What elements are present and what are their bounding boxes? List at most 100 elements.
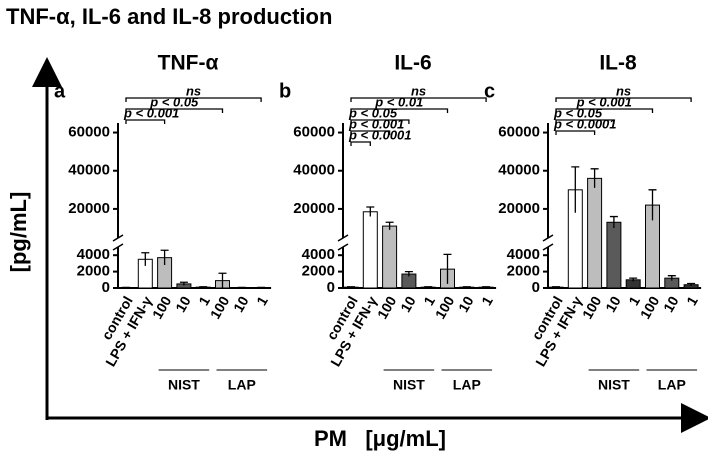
x-tick-label: 100	[207, 293, 233, 321]
significance-label: p < 0.001	[348, 116, 404, 131]
error-bar	[443, 253, 452, 284]
y-tick-label: 4000	[77, 246, 110, 263]
x-tick-label: 100	[374, 293, 400, 321]
panel-title: TNF-α	[158, 52, 219, 75]
y-tick-label: 4000	[302, 246, 335, 263]
significance-label: p < 0.001	[123, 105, 179, 120]
x-tick-label: 100	[432, 293, 458, 321]
error-bar	[199, 286, 208, 288]
y-tick-label: 60000	[293, 124, 335, 141]
group-label: LAP	[228, 377, 256, 393]
significance-bracket	[350, 130, 391, 135]
significance-label: p < 0.05	[553, 105, 603, 120]
y-tick-label: 40000	[68, 162, 110, 179]
y-axis-label: [pg/mL]	[6, 192, 31, 273]
significance-bracket	[555, 97, 692, 102]
x-tick-label: 100	[637, 293, 663, 321]
y-tick-label: 20000	[498, 200, 540, 217]
x-tick-label: 10	[172, 293, 194, 315]
error-bar	[424, 286, 433, 288]
significance-bracket	[125, 119, 166, 124]
significance-label: p < 0.001	[576, 94, 632, 109]
panel-letter: a	[54, 80, 66, 102]
error-bar	[218, 272, 227, 288]
group-label: LAP	[453, 377, 481, 393]
significance-label: p < 0.01	[374, 94, 423, 109]
x-axis-label: PM [μg/mL]	[314, 426, 446, 451]
y-tick-label: 2000	[77, 263, 110, 280]
x-tick-label: 1	[253, 293, 271, 308]
error-bar	[667, 275, 676, 281]
error-bar	[462, 286, 471, 288]
figure-title: TNF-α, IL-6 and IL-8 production	[6, 4, 332, 29]
significance-bracket	[555, 130, 596, 135]
y-tick-label: 20000	[293, 200, 335, 217]
error-bar	[687, 282, 696, 286]
significance-label: p < 0.05	[149, 94, 199, 109]
x-tick-label: 10	[602, 293, 624, 315]
y-tick-label: 0	[102, 279, 110, 296]
x-tick-label: 10	[660, 293, 682, 315]
group-label: NIST	[168, 377, 200, 393]
significance-bracket	[125, 97, 262, 102]
error-bar	[648, 189, 657, 221]
group-label: NIST	[393, 377, 425, 393]
y-tick-label: 2000	[302, 263, 335, 280]
y-tick-label: 60000	[498, 124, 540, 141]
error-bar	[347, 286, 355, 288]
y-tick-label: 2000	[507, 263, 540, 280]
panel-title: IL-6	[394, 52, 431, 75]
y-tick-label: 0	[327, 279, 335, 296]
x-tick-label: 10	[397, 293, 419, 315]
significance-bracket	[350, 108, 449, 113]
error-bar	[179, 281, 188, 286]
error-bar	[571, 166, 580, 213]
error-bar	[404, 270, 413, 277]
y-tick-label: 40000	[293, 162, 335, 179]
significance-label: p < 0.0001	[553, 116, 617, 131]
bar	[606, 221, 622, 289]
y-tick-label: 40000	[498, 162, 540, 179]
axis-break	[337, 234, 349, 251]
y-tick-label: 0	[532, 279, 540, 296]
x-tick-label: 10	[455, 293, 477, 315]
significance-label: ns	[616, 83, 631, 98]
significance-bracket	[350, 97, 487, 102]
y-tick-label: 4000	[507, 246, 540, 263]
error-bar	[552, 286, 560, 288]
x-tick-label: 100	[149, 293, 175, 321]
significance-label: p < 0.0001	[348, 127, 412, 142]
panel-letter: c	[484, 80, 495, 102]
y-tick-label: 60000	[68, 124, 110, 141]
error-bar	[160, 249, 169, 266]
y-tick-label: 20000	[68, 200, 110, 217]
error-bar	[482, 286, 491, 288]
significance-bracket	[555, 119, 615, 124]
error-bar	[629, 277, 638, 282]
significance-label: p < 0.05	[348, 105, 398, 120]
error-bar	[141, 252, 150, 266]
x-tick-label: 1	[683, 293, 701, 308]
significance-label: ns	[411, 83, 426, 98]
x-tick-label: 100	[579, 293, 605, 321]
significance-bracket	[350, 141, 371, 146]
axis-break	[542, 234, 554, 251]
bar	[382, 225, 398, 289]
error-bar	[385, 221, 394, 230]
panel-title: IL-8	[599, 52, 637, 75]
significance-bracket	[125, 108, 224, 113]
error-bar	[366, 206, 375, 217]
x-tick-label: 1	[478, 293, 496, 308]
panel-letter: b	[279, 80, 291, 102]
significance-bracket	[555, 108, 654, 113]
x-tick-label: 10	[230, 293, 252, 315]
error-bar	[609, 215, 618, 228]
group-label: LAP	[658, 377, 686, 393]
significance-label: ns	[186, 83, 201, 98]
bar	[362, 211, 378, 289]
axis-break	[112, 234, 124, 251]
significance-bracket	[350, 119, 410, 124]
group-label: NIST	[598, 377, 630, 393]
error-bar	[590, 168, 599, 188]
